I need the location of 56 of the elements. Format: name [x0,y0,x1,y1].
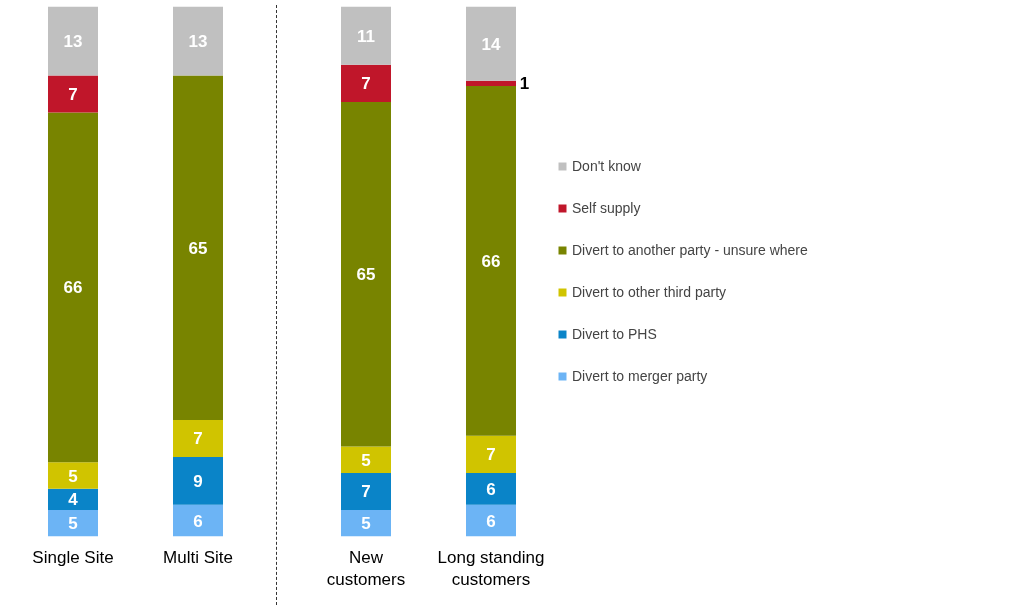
data-label: 7 [193,429,203,449]
bar [466,86,516,436]
x-tick-label: Long standing customers [437,547,545,590]
legend-label: Don't know [572,158,641,174]
data-label: 14 [481,34,501,54]
data-label: 7 [68,84,78,104]
bar [48,75,98,113]
data-label: 6 [486,479,496,499]
data-label: 6 [193,511,203,531]
data-label: 4 [68,490,79,510]
data-label: 13 [188,31,208,51]
data-label: 13 [63,31,83,51]
bar [341,472,391,510]
bar [48,510,98,537]
data-label: 1 [519,74,530,94]
legend-label: Divert to PHS [572,326,657,342]
bar [48,462,98,489]
bar [341,101,391,447]
legend-label: Divert to other third party [572,284,727,300]
bar [173,6,223,76]
data-label: 7 [486,445,496,465]
bar [48,488,98,510]
bar [466,504,516,537]
bar [173,419,223,457]
data-label: 11 [357,26,375,46]
bar [341,6,391,65]
legend-label: Self supply [572,200,641,216]
data-label: 65 [356,265,376,285]
bar [341,510,391,537]
data-label: 9 [193,471,203,491]
data-label: 5 [361,514,371,534]
bar [173,504,223,537]
bar [466,80,516,86]
legend-label: Divert to another party - unsure where [572,242,808,258]
bar [173,75,223,420]
data-label: 7 [361,74,371,94]
data-label: 65 [188,238,208,258]
bar [48,112,98,463]
legend-label: Divert to merger party [572,368,708,384]
x-tick-label: Single Site [32,547,114,567]
bar [466,472,516,505]
data-label: 5 [68,514,78,534]
bar [173,457,223,505]
data-label: 66 [63,278,83,298]
bar [341,64,391,102]
data-label: 6 [486,511,496,531]
data-label: 5 [68,466,78,486]
bar [466,6,516,81]
x-tick-label: Multi Site [163,547,233,567]
data-label: 66 [481,251,501,271]
bar [48,6,98,76]
data-label: 7 [361,482,371,502]
x-tick-label: New customers [326,547,406,590]
bar [466,435,516,473]
bar [341,446,391,473]
data-label: 5 [361,450,371,470]
